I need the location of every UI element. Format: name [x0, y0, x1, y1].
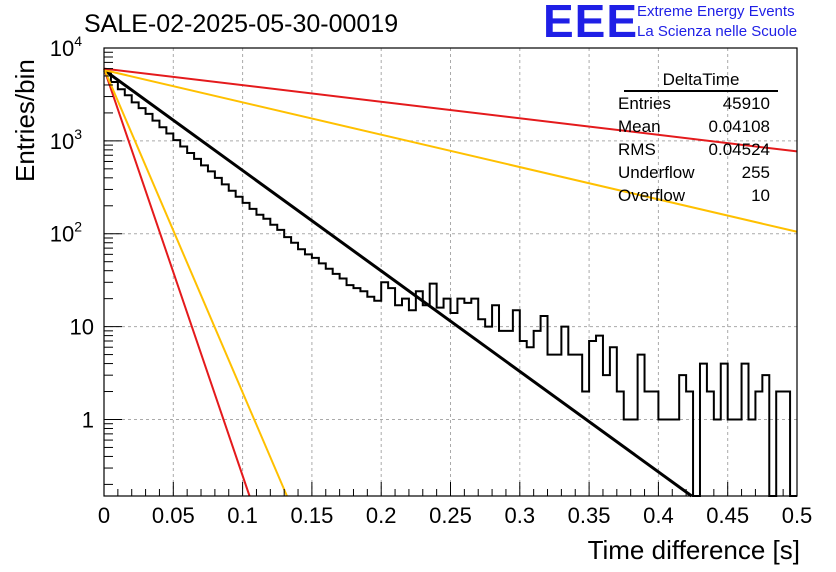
y-tick-exponent: 3 [74, 126, 82, 142]
y-tick-label: 102 [50, 219, 82, 247]
logo-caption-1: Extreme Energy Events [637, 3, 795, 20]
y-tick-label: 104 [50, 33, 82, 61]
stats-value: 10 [751, 186, 770, 205]
x-tick-label: 0.1 [227, 503, 258, 528]
x-tick-label: 0.4 [643, 503, 674, 528]
stats-label: RMS [618, 140, 656, 159]
stats-label: Mean [618, 117, 661, 136]
stats-label: Entries [618, 94, 671, 113]
y-tick-label: 1 [82, 407, 94, 432]
y-tick-base: 10 [50, 129, 74, 154]
y-tick-label: 10 [70, 315, 94, 340]
fit-line-4 [103, 68, 798, 233]
y-axis-label: Entries/bin [10, 59, 40, 182]
x-tick-label: 0.05 [152, 503, 195, 528]
stats-value: 45910 [722, 94, 770, 113]
stats-title: DeltaTime [624, 69, 778, 92]
histogram-deltatime [104, 71, 797, 497]
x-tick-label: 0.5 [782, 503, 813, 528]
fit-lines [103, 67, 798, 498]
stats-value: 255 [741, 163, 770, 182]
fit-line-2 [103, 68, 251, 497]
x-tick-label: 0 [98, 503, 110, 528]
x-tick-label: 0.35 [568, 503, 611, 528]
x-axis-label: Time difference [s] [587, 535, 800, 565]
y-tick-exponent: 4 [74, 33, 82, 49]
x-tick-label: 0.45 [706, 503, 749, 528]
y-tick-label: 103 [50, 126, 82, 154]
fit-line-3 [103, 68, 288, 497]
stats-label: Underflow [618, 163, 695, 182]
stats-box: DeltaTime Entries 45910 Mean 0.04108 RMS 0.04… [612, 69, 778, 207]
stats-row-underflow: Underflow 255 [612, 161, 778, 184]
x-tick-label: 0.2 [366, 503, 397, 528]
histogram [104, 71, 797, 497]
y-tick-base: 1 [82, 407, 94, 432]
y-tick-base: 10 [70, 315, 94, 340]
stats-row-mean: Mean 0.04108 [612, 115, 778, 138]
stats-value: 0.04524 [708, 140, 770, 159]
fit-line-5 [103, 67, 798, 153]
fit-line-1 [103, 68, 693, 498]
stats-row-entries: Entries 45910 [612, 92, 778, 115]
logo-caption-2: La Scienza nelle Scuole [637, 23, 798, 40]
x-tick-label: 0.3 [505, 503, 536, 528]
x-tick-label: 0.15 [290, 503, 333, 528]
stats-value: 0.04108 [708, 117, 770, 136]
axis-ticks [103, 47, 798, 496]
tick-labels: 0 0.05 0.1 0.15 0.2 0.25 0.3 0.35 0.4 0.45 0.51101… [50, 33, 813, 528]
chart-title: SALE-02-2025-05-30-00019 [84, 10, 399, 38]
stats-row-rms: RMS 0.04524 [612, 138, 778, 161]
y-tick-base: 10 [50, 222, 74, 247]
y-tick-base: 10 [50, 36, 74, 61]
eee-logo: EEE [543, 0, 639, 47]
stats-rows: Entries 45910 Mean 0.04108 RMS 0.04524 Underfl… [612, 92, 778, 207]
x-tick-label: 0.25 [429, 503, 472, 528]
stats-row-overflow: Overflow 10 [612, 184, 778, 207]
y-tick-exponent: 2 [74, 219, 82, 235]
stats-label: Overflow [618, 186, 686, 205]
